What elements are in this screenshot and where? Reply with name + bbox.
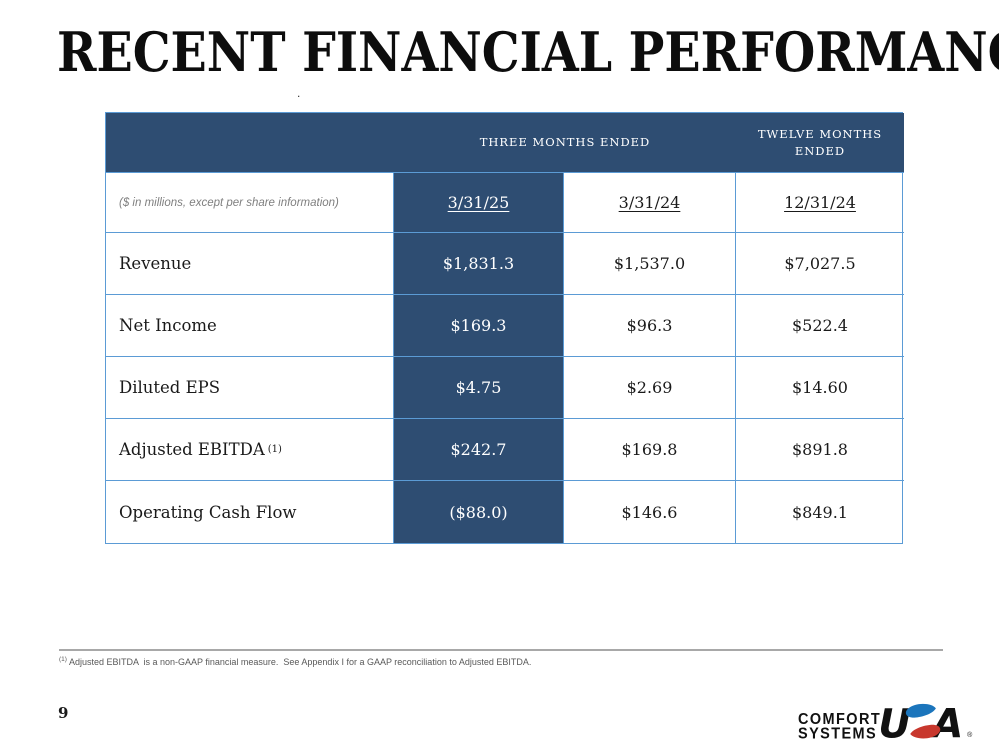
value-net-income-prior-quarter: $96.3	[564, 295, 736, 357]
value-diluted-eps-prior-quarter: $2.69	[564, 357, 736, 419]
footnote-text: Adjusted EBITDA is a non-GAAP financial …	[68, 657, 532, 667]
logo-swoosh-blue	[905, 703, 936, 718]
value-adjusted-ebitda-current-quarter: $242.7	[394, 419, 564, 481]
logo-usa-mark: U A	[881, 702, 963, 745]
value-net-income-current-quarter: $169.3	[394, 295, 564, 357]
value-adjusted-ebitda-prior-quarter: $169.8	[564, 419, 736, 481]
footnote-marker: (1)	[59, 656, 67, 663]
value-operating-cash-flow-twelve-months: $849.1	[792, 502, 848, 522]
table-banner-three-months: THREE MONTHS ENDED	[394, 113, 736, 173]
row-label-operating-cash-flow: Operating Cash Flow	[106, 481, 394, 543]
value-revenue-twelve-months: $7,027.5	[736, 233, 904, 295]
logo-word-comfort: COMFORT	[798, 711, 882, 728]
value-operating-cash-flow-prior-quarter: $146.6	[564, 481, 736, 543]
table-banner-spacer	[106, 113, 394, 173]
value-operating-cash-flow-current-quarter: ($88.0)	[394, 481, 564, 543]
adjusted-ebitda-label-text: Adjusted EBITDA	[119, 440, 265, 459]
value-diluted-eps-current-quarter: $4.75	[394, 357, 564, 419]
stray-dot: .	[297, 86, 301, 100]
column-header-date-prior-quarter: 3/31/24	[564, 173, 736, 233]
row-label-diluted-eps: Diluted EPS	[106, 357, 394, 419]
page-number: 9	[58, 704, 69, 722]
value-revenue-current-quarter: $1,831.3	[394, 233, 564, 295]
column-header-date-current-quarter: 3/31/25	[394, 173, 564, 233]
row-label-adjusted-ebitda: Adjusted EBITDA (1)	[106, 419, 394, 481]
financial-table: THREE MONTHS ENDED TWELVE MONTHS ENDED (…	[105, 112, 904, 544]
comfort-systems-usa-logo: COMFORT SYSTEMS U A ®	[798, 701, 972, 745]
logo-word-systems: SYSTEMS	[798, 725, 878, 743]
value-net-income-twelve-months: $522.4	[736, 295, 904, 357]
column-header-date-twelve-months: 12/31/24	[736, 173, 904, 233]
logo-usa-letter-u: U	[881, 702, 911, 745]
logo-wordmark: COMFORT SYSTEMS	[798, 712, 881, 742]
logo-swoosh-red	[910, 724, 941, 739]
registered-trademark-symbol: ®	[967, 732, 973, 739]
row-label-revenue: Revenue	[106, 233, 394, 295]
row-label-net-income: Net Income	[106, 295, 394, 357]
units-note: ($ in millions, except per share informa…	[106, 173, 394, 233]
value-revenue-prior-quarter: $1,537.0	[564, 233, 736, 295]
value-adjusted-ebitda-twelve-months: $891.8	[736, 419, 904, 481]
footnote: (1) Adjusted EBITDA is a non-GAAP financi…	[59, 656, 531, 667]
value-diluted-eps-twelve-months: $14.60	[736, 357, 904, 419]
table-banner-twelve-months: TWELVE MONTHS ENDED	[736, 113, 904, 173]
page-title: RECENT FINANCIAL PERFORMANCE	[57, 20, 999, 84]
footnote-divider	[59, 649, 943, 651]
